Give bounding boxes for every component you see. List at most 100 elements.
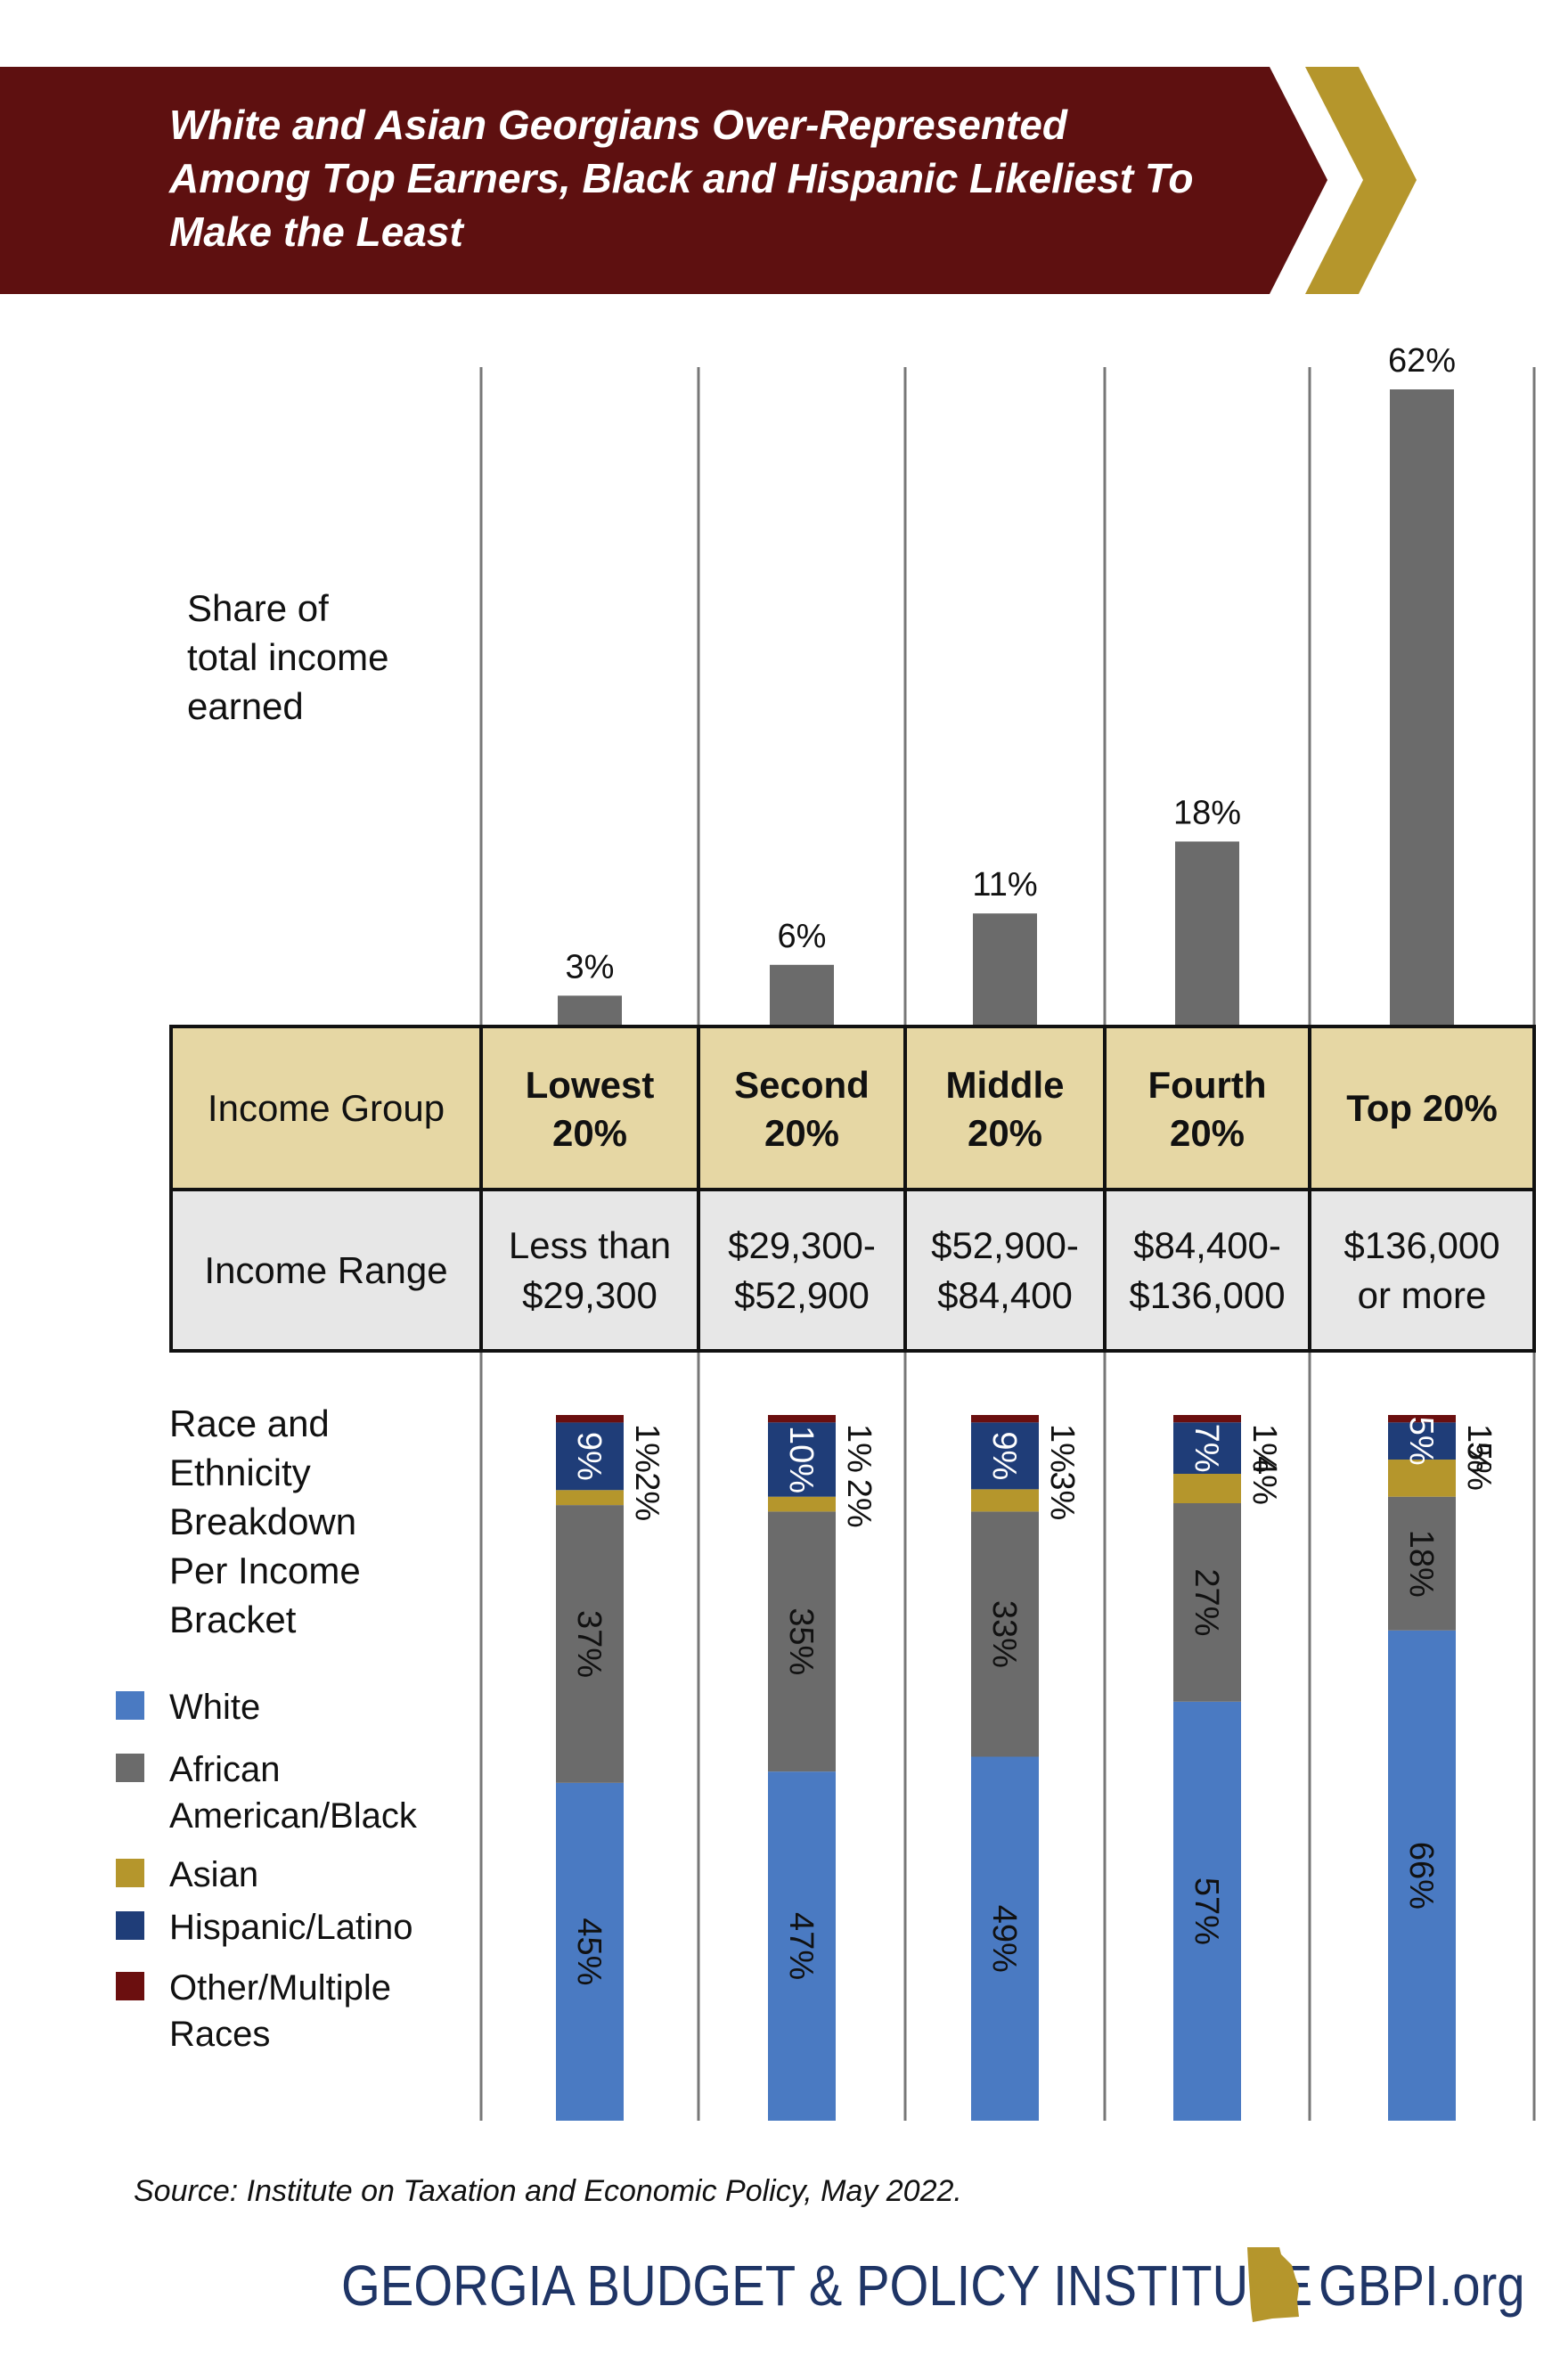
race-label-line: Ethnicity — [169, 1452, 311, 1493]
income-share-value: 18% — [1173, 794, 1241, 831]
stack-segment-white — [971, 1756, 1039, 2121]
stack-segment-asian — [556, 1490, 624, 1506]
stack-segment-black — [971, 1511, 1039, 1757]
income-share-value: 62% — [1388, 342, 1456, 380]
income-range-value: $52,900- — [931, 1224, 1079, 1266]
chart-title: White and Asian Georgians Over-Represent… — [169, 98, 1345, 258]
race-stacked-bars: 45%37%9% 1%2%47%35%10% 1%2%49%33%9% 1%3%57%… — [556, 1415, 1498, 2121]
stack-segment-hispanic — [971, 1422, 1039, 1490]
stack-segment-white — [1173, 1701, 1241, 2121]
footer-website: GBPI.org — [1319, 2253, 1525, 2318]
stack-segment-black — [768, 1511, 836, 1772]
stack-value-label: 49% — [985, 1905, 1023, 1973]
income-group-name: Top 20% — [1346, 1087, 1498, 1129]
legend-swatch — [116, 1754, 144, 1782]
legend-swatch — [116, 1911, 144, 1940]
stack-segment-hispanic — [768, 1422, 836, 1497]
income-group-name: Second — [734, 1064, 870, 1106]
income-range-value: $52,900 — [734, 1274, 870, 1316]
legend-label: Hispanic/Latino — [169, 1904, 490, 1951]
legend-item: Asian — [116, 1852, 490, 1898]
table-range-row — [171, 1190, 1534, 1351]
share-label-line: total income — [187, 636, 389, 678]
stack-value-label: 45% — [570, 1918, 608, 1985]
income-share-value: 3% — [566, 948, 615, 986]
legend-item: Other/Multiple Races — [116, 1965, 490, 2057]
stack-segment-other — [971, 1415, 1039, 1423]
stack-segment-other — [1388, 1415, 1456, 1423]
stack-segment-asian — [1388, 1460, 1456, 1497]
race-label-line: Bracket — [169, 1599, 297, 1640]
income-range-value: Less than — [509, 1224, 671, 1266]
legend-label: White — [169, 1684, 490, 1730]
stack-value-label: 37% — [570, 1610, 608, 1678]
income-share-bars: 3% 6% 11% 18% 62% — [558, 342, 1456, 1026]
stack-segment-white — [556, 1782, 624, 2121]
stack-segment-other — [768, 1415, 836, 1423]
stack-value-label: 66% — [1402, 1842, 1440, 1910]
legend-swatch — [116, 1972, 144, 2000]
stack-value-label: 1% — [628, 1424, 666, 1473]
stack-value-label: 47% — [782, 1912, 820, 1980]
income-group-name: 20% — [764, 1112, 839, 1154]
legend-label-line: Other/Multiple — [169, 1968, 391, 2008]
income-range-value: $29,300 — [522, 1274, 657, 1316]
income-share-value: 11% — [972, 866, 1037, 904]
stack-value-label: 9% — [985, 1431, 1023, 1480]
stack-value-label: 9% — [570, 1432, 608, 1481]
income-group-name: 20% — [1170, 1112, 1245, 1154]
income-table: Income Group Income Range Lowest 20% Less th… — [169, 1025, 1536, 1353]
column-dividers — [479, 367, 1536, 2121]
legend-item: White — [116, 1684, 490, 1730]
legend-swatch — [116, 1691, 144, 1720]
income-group-name: 20% — [968, 1112, 1042, 1154]
legend-label-line: Races — [169, 2015, 271, 2054]
footer-org-name: GEORGIA BUDGET & POLICY INSTITUTE — [341, 2253, 1313, 2318]
income-group-name: Lowest — [526, 1064, 655, 1106]
legend-label: Asian — [169, 1852, 490, 1898]
stack-value-label: 57% — [1188, 1877, 1225, 1945]
stack-value-label: 1% — [1043, 1424, 1081, 1473]
stack-segment-other — [1173, 1415, 1241, 1423]
legend-item: African American/Black — [116, 1746, 490, 1839]
stack-segment-hispanic — [556, 1422, 624, 1491]
table-header-label: Income Group — [208, 1087, 445, 1129]
stack-segment-asian — [768, 1496, 836, 1512]
income-group-name: Fourth — [1148, 1064, 1267, 1106]
stack-segment-asian — [971, 1489, 1039, 1512]
stack-segment-black — [556, 1505, 624, 1783]
table-range-label: Income Range — [204, 1249, 447, 1291]
share-of-income-label: Share of total income earned — [187, 584, 388, 731]
stack-segment-black — [1173, 1503, 1241, 1702]
stack-value-label: 35% — [782, 1607, 820, 1675]
income-range-value: $136,000 — [1129, 1274, 1285, 1316]
georgia-state-icon — [1247, 2247, 1299, 2322]
stack-value-label: 7% — [1188, 1424, 1225, 1473]
stack-segment-hispanic — [1173, 1422, 1241, 1474]
legend-swatch — [116, 1859, 144, 1887]
stack-value-label: 1% — [1246, 1424, 1283, 1473]
income-share-value: 6% — [778, 918, 827, 955]
stack-value-label: 18% — [1402, 1530, 1440, 1598]
legend-label-line: White — [169, 1688, 261, 1727]
stack-value-label: 10% — [782, 1426, 820, 1493]
stack-value-label: 1% — [1460, 1424, 1498, 1473]
income-share-bar — [1175, 841, 1239, 1026]
stack-segment-hispanic — [1388, 1422, 1456, 1460]
title-line: Make the Least — [169, 209, 463, 255]
income-group-name: Middle — [946, 1064, 1065, 1106]
legend-label-line: Hispanic/Latino — [169, 1908, 413, 1947]
stack-value-label: 33% — [985, 1600, 1023, 1668]
legend-item: Hispanic/Latino — [116, 1904, 490, 1951]
income-group-name: 20% — [552, 1112, 627, 1154]
table-header-row — [171, 1026, 1534, 1190]
race-label-line: Race and — [169, 1403, 330, 1444]
title-line: White and Asian Georgians Over-Represent… — [169, 102, 1067, 148]
income-range-value: $29,300- — [728, 1224, 876, 1266]
banner-chevron — [1305, 67, 1417, 294]
source-note: Source: Institute on Taxation and Econom… — [134, 2174, 962, 2208]
stack-segment-black — [1388, 1496, 1456, 1631]
stack-value-label: 2% — [628, 1472, 666, 1521]
